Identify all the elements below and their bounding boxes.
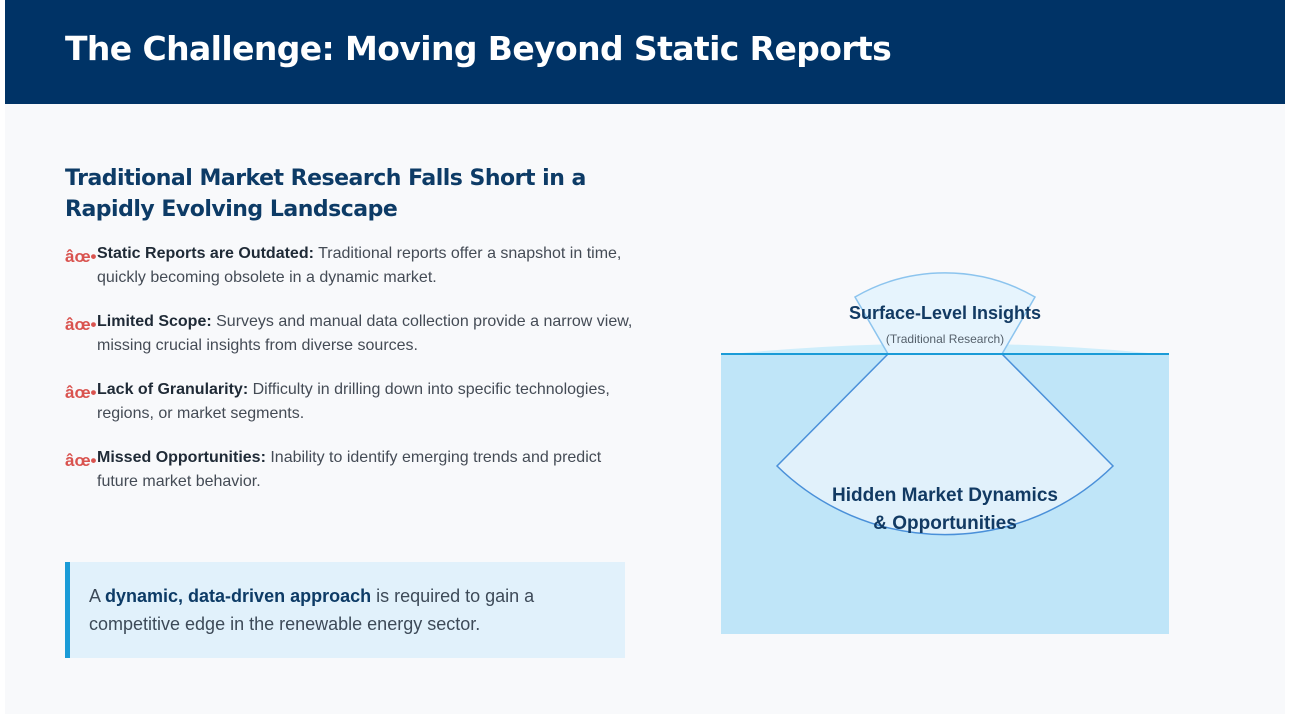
bullet-heading: Missed Opportunities: [97,449,266,466]
callout-text: A dynamic, data-driven approach is requi… [89,582,619,638]
cross-icon: âœ• [65,451,97,470]
bullet-body: Traditional reports offer a snapshot in … [97,245,622,286]
bullet-heading: Static Reports are Outdated: [97,245,314,262]
section-subtitle: Traditional Market Research Falls Short … [65,166,586,222]
bullet-body: Surveys and manual data collection provi… [97,313,633,354]
bullet-body: Difficulty in drilling down into specifi… [97,381,610,422]
bullet-heading: Lack of Granularity: [97,381,249,398]
callout-box: A dynamic, data-driven approach is requi… [65,562,625,658]
iceberg-diagram: Surface-Level Insights (Traditional Rese… [720,270,1170,636]
surface-title: Surface-Level Insights [848,303,1042,323]
bullet-text: Limited Scope: Surveys and manual data c… [97,310,637,358]
bullet-text: Missed Opportunities: Inability to ident… [97,446,637,494]
cross-icon: âœ• [65,383,97,402]
page-title: The Challenge: Moving Beyond Static Repo… [65,29,892,68]
header-bar: The Challenge: Moving Beyond Static Repo… [5,0,1285,104]
list-item: âœ• Static Reports are Outdated: Traditi… [65,242,635,310]
callout-emphasis: dynamic, data-driven approach [105,586,372,606]
challenge-list: âœ• Static Reports are Outdated: Traditi… [65,242,635,514]
cross-icon: âœ• [65,247,97,266]
hidden-title-line1: Hidden Market Dynamics [832,485,1058,506]
hidden-title-line2: & Opportunities [873,513,1017,534]
bullet-text: Static Reports are Outdated: Traditional… [97,242,637,290]
slide: The Challenge: Moving Beyond Static Repo… [5,0,1285,714]
bullet-text: Lack of Granularity: Difficulty in drill… [97,378,637,426]
list-item: âœ• Missed Opportunities: Inability to i… [65,446,635,514]
iceberg-graphic [721,272,1169,634]
callout-prefix: A [89,586,106,606]
cross-icon: âœ• [65,315,97,334]
surface-segment [853,272,1037,355]
hidden-segment [775,353,1115,536]
list-item: âœ• Lack of Granularity: Difficulty in d… [65,378,635,446]
bullet-body: Inability to identify emerging trends an… [97,449,602,490]
callout-suffix: is required to gain a competitive edge i… [89,586,535,634]
surface-subtitle: (Traditional Research) [885,332,1005,346]
hidden-title: Hidden Market Dynamics & Opportunities [815,482,1075,538]
bullet-heading: Limited Scope: [97,313,212,330]
list-item: âœ• Limited Scope: Surveys and manual da… [65,310,635,378]
